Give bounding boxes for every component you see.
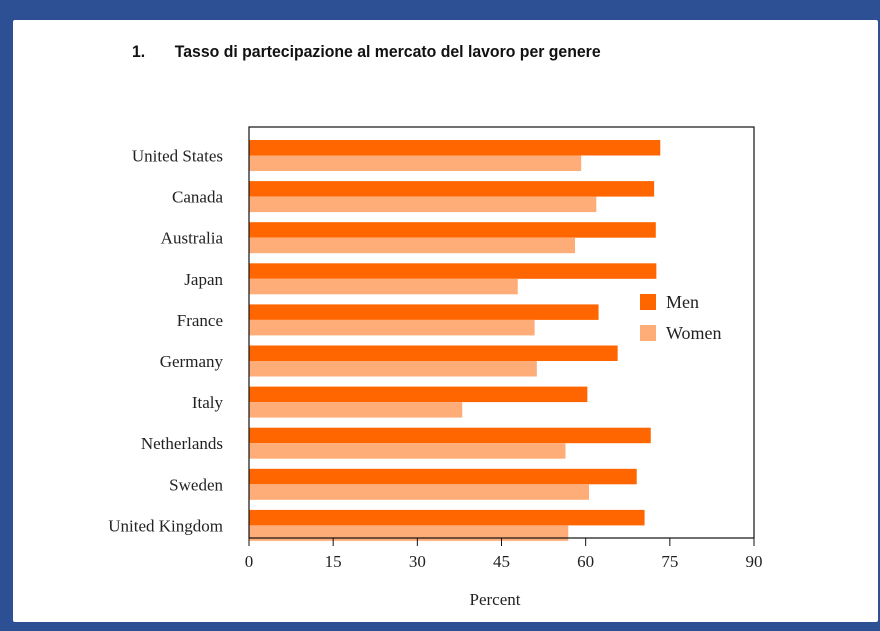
category-label: Canada [172,188,223,207]
bar-men-japan [249,263,657,279]
category-label: Netherlands [141,434,223,453]
legend-swatch-men [640,294,656,310]
legend-label-men: Men [666,292,699,312]
legend-swatch-women [640,325,656,341]
bar-men-netherlands [249,427,651,444]
x-tick-label: 75 [661,552,678,571]
bar-men-germany [249,345,618,361]
bar-women-netherlands [249,443,566,459]
plot-frame [248,126,755,539]
bar-women-canada [249,196,597,213]
x-axis-label: Percent [470,590,521,609]
bar-women-italy [249,402,463,418]
x-tick-label: 45 [493,552,510,571]
x-tick-label: 90 [746,552,763,571]
bar-men-italy [249,386,588,403]
bars-layer [249,140,661,541]
category-labels: United States Canada Australia Japan France G… [108,147,223,536]
bar-women-australia [249,237,576,254]
bar-men-australia [249,222,656,238]
bar-men-canada [249,181,655,197]
bar-women-japan [249,278,518,295]
bar-women-germany [249,361,537,377]
x-tick-label: 30 [409,552,426,571]
category-label: Japan [184,270,223,289]
category-label: Sweden [169,475,223,494]
bar-men-united-states [249,140,661,156]
category-label: France [177,311,223,330]
title-text: Tasso di partecipazione al mercato del l… [174,42,601,61]
bar-men-united-kingdom [249,509,645,526]
x-tick-label: 60 [577,552,594,571]
x-tick-label: 15 [325,552,342,571]
bar-women-france [249,319,535,336]
bar-men-sweden [249,468,637,485]
bar-women-united-states [249,155,582,171]
category-label: Australia [161,229,224,248]
category-label: Germany [160,352,224,371]
chart-title: 1. Tasso di partecipazione al mercato del… [132,42,601,62]
category-label: Italy [192,393,224,412]
title-number: 1. [132,42,146,61]
bar-women-united-kingdom [249,525,569,541]
category-label: United States [132,147,223,166]
bar-men-france [249,304,599,320]
x-tick-label: 0 [245,552,254,571]
legend: Men Women [640,292,722,343]
bar-women-sweden [249,484,590,500]
legend-label-women: Women [666,323,722,343]
x-axis-ticks: 0 15 30 45 60 75 90 [245,538,763,571]
category-label: United Kingdom [108,516,223,535]
